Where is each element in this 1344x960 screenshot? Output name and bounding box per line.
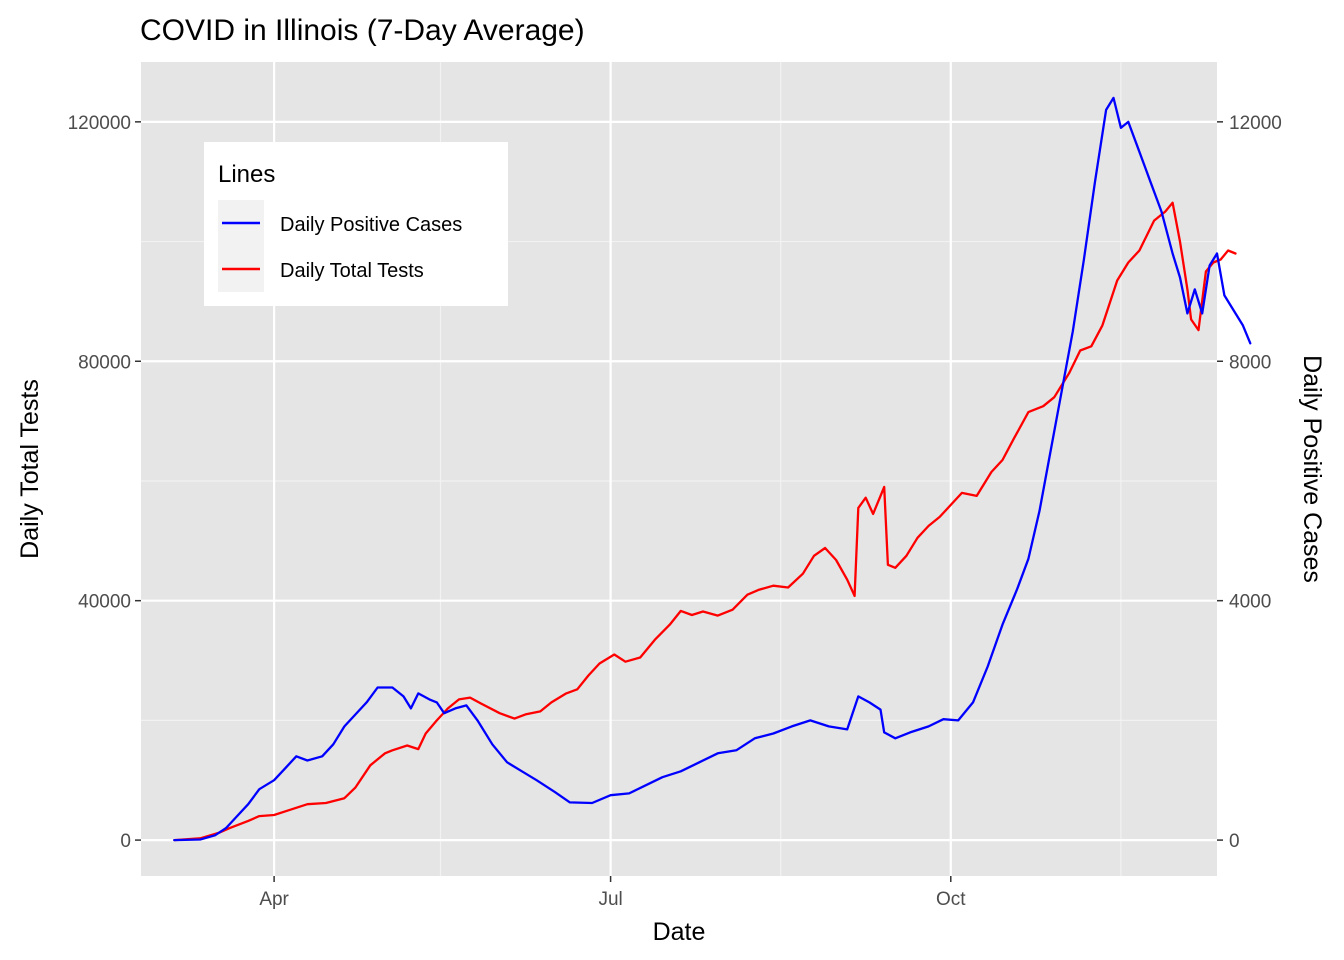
y-left-tick-label: 40000 [78, 592, 131, 613]
legend: Lines Daily Positive Cases Daily Total T… [204, 142, 508, 306]
x-axis-title: Date [653, 918, 706, 946]
y-axis-title-left: Daily Total Tests [16, 379, 44, 559]
x-tick-label: Oct [936, 889, 966, 910]
y-left-tick-label: 80000 [78, 352, 131, 373]
y-left-tick-label: 0 [120, 831, 131, 852]
legend-label-tests: Daily Total Tests [280, 260, 424, 282]
series-line-daily-total-tests [173, 201, 1237, 842]
y-right-tick-label: 12000 [1229, 113, 1282, 134]
series-layer [173, 96, 1252, 842]
series-line-daily-positive-cases [173, 96, 1252, 842]
legend-label-cases: Daily Positive Cases [280, 214, 462, 236]
x-tick-label: Jul [598, 889, 622, 910]
legend-title: Lines [218, 161, 275, 188]
x-tick-label: Apr [259, 889, 289, 910]
axes-layer: 0 40000 80000 120000 0 4000 8000 12000 Apr Jul Oct [68, 113, 1282, 910]
y-left-tick-label: 120000 [68, 113, 131, 134]
minor-gridlines [141, 62, 1217, 876]
y-right-tick-label: 4000 [1229, 592, 1271, 613]
major-gridlines [141, 62, 1217, 876]
chart-title: COVID in Illinois (7-Day Average) [140, 14, 585, 47]
y-right-tick-label: 8000 [1229, 352, 1271, 373]
y-right-tick-label: 0 [1229, 831, 1240, 852]
y-axis-title-right: Daily Positive Cases [1298, 355, 1326, 583]
